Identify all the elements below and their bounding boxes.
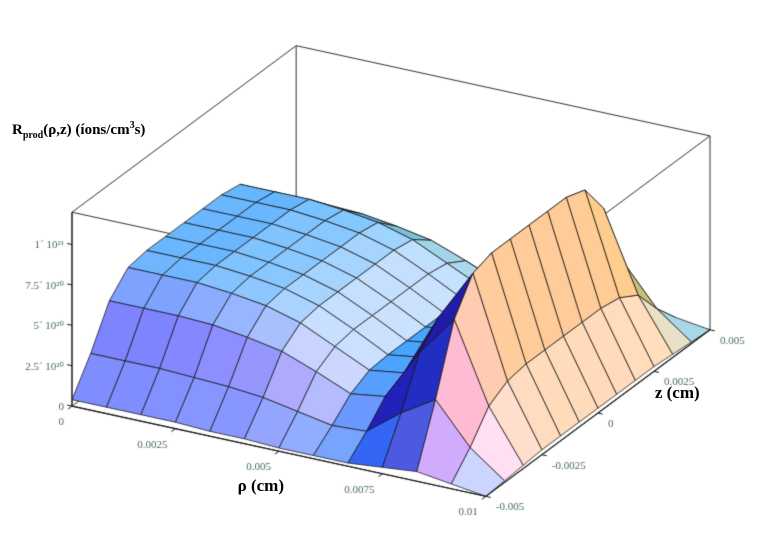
rho-axis-label: ρ (cm): [237, 475, 284, 495]
title-symbol: R: [12, 122, 23, 139]
plot-title: Rprod(ρ,z) (íons/cm3s): [12, 120, 145, 141]
title-arguments: (ρ,z) (íons/cm: [43, 122, 130, 139]
title-subscript: prod: [22, 130, 44, 142]
z-axis-label: z (cm): [654, 383, 700, 403]
title-units-end: s): [134, 122, 146, 139]
title-superscript: 3: [129, 120, 135, 132]
